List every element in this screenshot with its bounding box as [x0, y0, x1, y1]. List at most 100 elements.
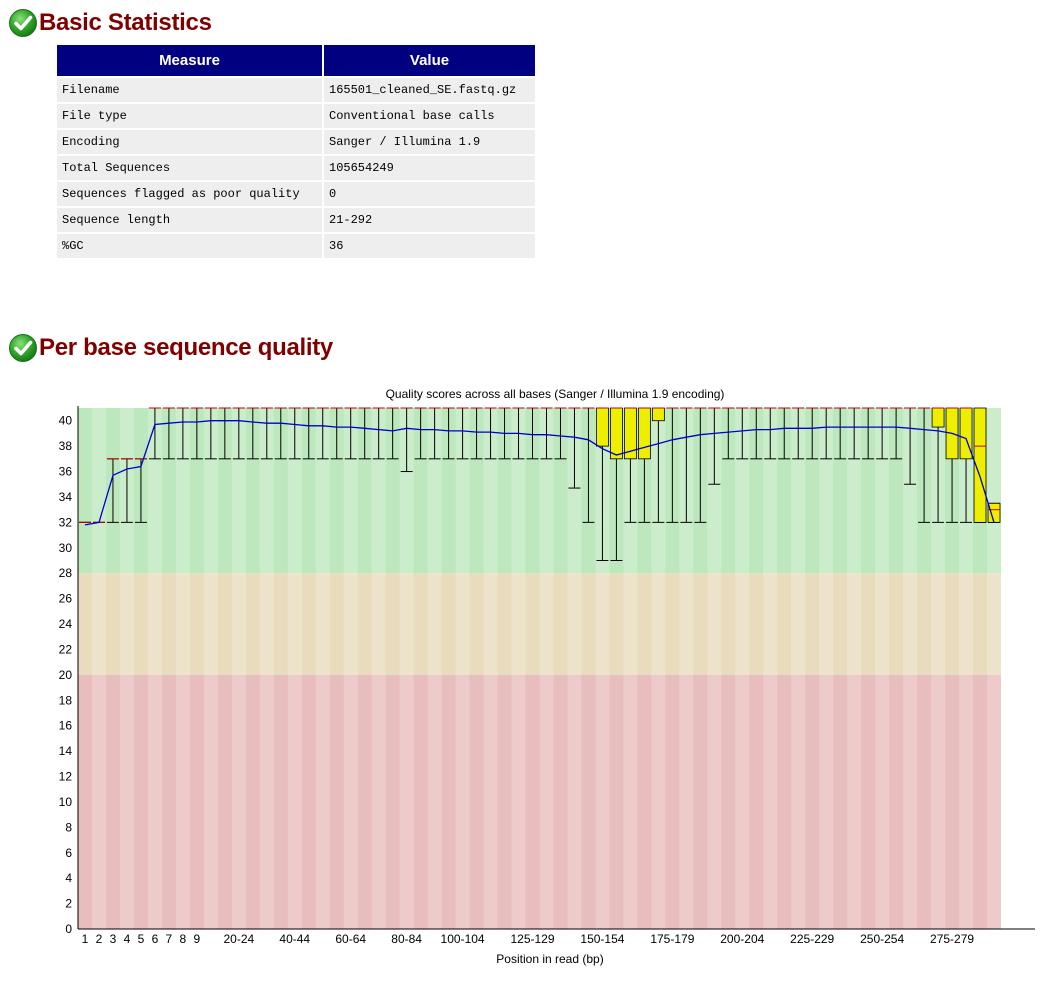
measure-cell: Encoding [57, 128, 322, 154]
table-row: Sequence length 21-292 [57, 206, 535, 232]
table-row: %GC 36 [57, 232, 535, 258]
y-tick-label: 32 [59, 515, 73, 529]
column-stripe [791, 408, 806, 929]
column-stripe [987, 408, 1001, 929]
y-tick-label: 28 [59, 566, 73, 580]
box-plot-7 [162, 407, 175, 460]
box-plot-195-199 [722, 407, 735, 460]
box-plot-270-274 [931, 407, 945, 523]
column-stripe [959, 408, 974, 929]
column-stripe [623, 408, 638, 929]
x-axis-label: Position in read (bp) [496, 952, 603, 966]
value-cell: 36 [324, 232, 535, 258]
basic-statistics-table: Measure Value Filename 165501_cleaned_SE… [55, 45, 537, 258]
table-header-row: Measure Value [57, 45, 535, 76]
x-tick-label: 275-279 [930, 932, 974, 946]
y-tick-label: 4 [65, 871, 72, 885]
y-tick-label: 0 [65, 922, 72, 936]
y-tick-label: 6 [65, 846, 72, 860]
column-stripe [875, 408, 890, 929]
box-plot-20-24 [232, 407, 245, 460]
x-tick-label: 150-154 [580, 932, 624, 946]
box-plot-80-84 [400, 407, 413, 473]
box-plot-60-64 [344, 407, 357, 460]
box-plot-130-134 [540, 407, 553, 460]
y-tick-label: 40 [59, 414, 73, 428]
measure-cell: File type [57, 102, 322, 128]
column-stripe [399, 408, 414, 929]
value-cell: 105654249 [324, 154, 535, 180]
column-stripe [903, 408, 918, 929]
x-tick-label: 7 [166, 932, 173, 946]
x-tick-label: 2 [96, 932, 103, 946]
column-stripe [371, 408, 386, 929]
background-bands [78, 408, 1001, 929]
zone-poor [78, 674, 1001, 929]
check-ok-icon [9, 334, 37, 362]
mean-quality-line [84, 420, 995, 526]
box-plot-200-204 [736, 407, 749, 460]
column-stripe [119, 408, 134, 929]
box-plot-85-89 [414, 407, 427, 460]
quartile-box [651, 407, 665, 422]
box-plot-75-79 [386, 407, 399, 460]
box-plot-3 [106, 458, 119, 523]
box-plot-150-154 [596, 407, 609, 561]
box-plot-6 [148, 407, 161, 460]
column-stripe [931, 408, 946, 929]
box-plot-260-264 [904, 407, 917, 485]
zone-warning [78, 573, 1001, 675]
table-row: Filename 165501_cleaned_SE.fastq.gz [57, 76, 535, 102]
quartile-box [596, 407, 609, 447]
x-tick-label: 6 [152, 932, 159, 946]
y-tick-label: 30 [59, 541, 73, 555]
quartile-box [987, 502, 1001, 523]
x-tick-label: 1 [82, 932, 89, 946]
quartile-box [610, 407, 623, 460]
y-tick-label: 36 [59, 465, 73, 479]
column-stripe [259, 408, 274, 929]
box-plot-110-114 [484, 407, 497, 460]
box-plot-95-99 [442, 407, 455, 460]
box-plot-225-229 [806, 407, 819, 460]
box-plot-50-54 [316, 407, 329, 460]
box-plot-265-269 [918, 407, 931, 523]
per-base-quality-title: Per base sequence quality [39, 334, 333, 361]
column-stripe [847, 408, 862, 929]
column-stripe [315, 408, 330, 929]
box-plot-25-29 [246, 407, 259, 460]
x-tick-label: 8 [180, 932, 187, 946]
box-plot-205-209 [750, 407, 763, 460]
measure-cell: Total Sequences [57, 154, 322, 180]
measure-column-header: Measure [57, 45, 322, 76]
box-plot-100-104 [456, 407, 469, 460]
y-tick-label: 14 [59, 744, 73, 758]
box-plot-210-214 [764, 407, 777, 460]
x-tick-label: 5 [138, 932, 145, 946]
column-stripe [819, 408, 834, 929]
value-cell: Sanger / Illumina 1.9 [324, 128, 535, 154]
x-tick-label: 40-44 [279, 932, 310, 946]
y-tick-label: 38 [59, 439, 73, 453]
box-plot-220-224 [792, 407, 805, 460]
box-plot-180-184 [680, 407, 693, 523]
column-stripe [343, 408, 358, 929]
value-cell: 21-292 [324, 206, 535, 232]
measure-cell: Sequence length [57, 206, 322, 232]
value-cell: 0 [324, 180, 535, 206]
column-stripe [147, 408, 162, 929]
column-stripe [175, 408, 190, 929]
box-plot-145-149 [582, 407, 595, 523]
box-plot-10-14 [204, 407, 217, 460]
column-stripe [595, 408, 610, 929]
per-base-quality-heading: Per base sequence quality [8, 333, 333, 363]
x-tick-label: 100-104 [441, 932, 485, 946]
box-plot-125-129 [526, 407, 539, 460]
y-tick-label: 2 [65, 897, 72, 911]
x-tick-label: 4 [124, 932, 131, 946]
x-tick-label: 9 [194, 932, 201, 946]
x-tick-label: 20-24 [223, 932, 254, 946]
measure-cell: Filename [57, 76, 322, 102]
y-tick-label: 34 [59, 490, 73, 504]
